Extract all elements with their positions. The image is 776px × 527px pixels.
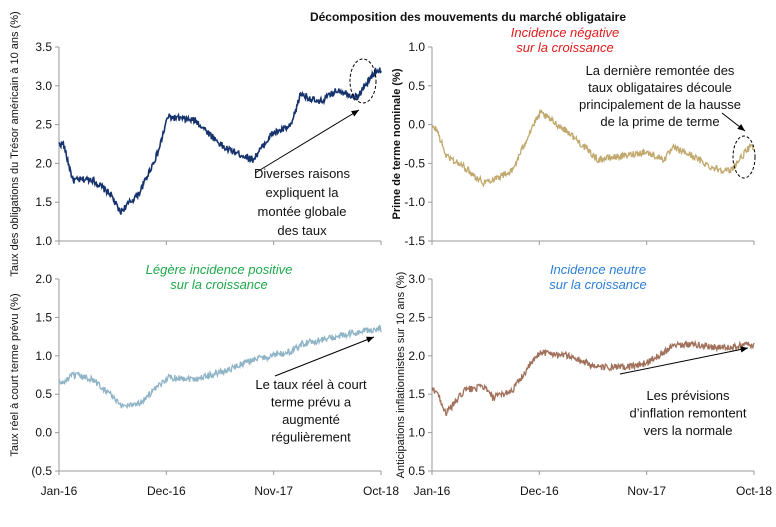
highlight-ellipse bbox=[732, 135, 756, 179]
y-tick-label: 1.5 bbox=[408, 387, 425, 401]
y-tick-label: 0.5 bbox=[35, 387, 52, 401]
annotation-text: régulièrement bbox=[271, 430, 351, 445]
y-tick-label: (0.5 bbox=[31, 464, 52, 478]
annotation-text: augmenté bbox=[282, 412, 340, 427]
x-tick-label: Dec-16 bbox=[520, 484, 559, 498]
x-tick-label: Jan-16 bbox=[414, 484, 451, 498]
annotation-arrowhead bbox=[737, 124, 745, 131]
y-tick-label: 2.0 bbox=[35, 156, 52, 170]
panel-subtitle: sur la croissance bbox=[516, 40, 614, 55]
y-tick-label: 2.5 bbox=[35, 118, 52, 132]
series-line-term_premium bbox=[431, 108, 755, 188]
y-tick-label: 1.0 bbox=[35, 349, 52, 363]
annotation-text: de la prime de terme bbox=[600, 114, 719, 129]
y-tick-label: 2.0 bbox=[408, 349, 425, 363]
y-tick-label: 3.5 bbox=[35, 40, 52, 54]
annotation-text: montée globale bbox=[258, 204, 347, 219]
y-tick-label: 1.0 bbox=[35, 234, 52, 248]
annotation-text: des taux bbox=[277, 223, 327, 238]
x-tick-label: Oct-18 bbox=[736, 484, 772, 498]
panel-term_premium: -1.5 -1.0 -0.5 0.0 0.5 1.0 Prime de terme nomi… bbox=[391, 25, 756, 248]
panel-subtitle: Incidence neutre bbox=[550, 262, 646, 277]
panel-subtitle: sur la croissance bbox=[549, 277, 647, 292]
y-tick-label: -0.5 bbox=[404, 156, 425, 170]
annotation-text: Les prévisions bbox=[646, 388, 730, 403]
annotation-text: vers la normale bbox=[644, 423, 733, 438]
annotation-text: La dernière remontée des bbox=[586, 63, 735, 78]
annotation-text: principalement de la hausse bbox=[579, 97, 741, 112]
annotation-text: expliquent la bbox=[266, 185, 340, 200]
y-tick-label: 0.5 bbox=[408, 79, 425, 93]
annotation-text: taux obligataires découle bbox=[588, 80, 732, 95]
y-tick-label: -1.5 bbox=[404, 234, 425, 248]
x-tick-label: Nov-17 bbox=[254, 484, 293, 498]
annotation-arrowhead bbox=[740, 346, 748, 353]
y-tick-label: 1.0 bbox=[408, 40, 425, 54]
annotation-arrow-line bbox=[254, 109, 360, 174]
panel-treasury: 1.0 1.5 2.0 2.5 3.0 3.5 Taux des obligations d… bbox=[9, 11, 382, 277]
annotation-arrowhead bbox=[366, 336, 374, 343]
panel-real_rate: (0.5 0.0 0.5 1.0 1.5 2.0 Jan-16 Dec-16 Nov-17 Oct… bbox=[9, 262, 399, 498]
x-tick-label: Nov-17 bbox=[627, 484, 666, 498]
annotation-text: Le taux réel à court bbox=[255, 377, 367, 392]
y-tick-label: 3.0 bbox=[408, 272, 425, 286]
y-axis-label: Taux réel à court terme prévu (%) bbox=[9, 293, 21, 456]
annotation-arrowhead bbox=[351, 110, 359, 117]
panel-subtitle: Incidence négative bbox=[511, 25, 619, 40]
panel-inflation: 0.5 1.0 1.5 2.0 2.5 3.0 Jan-16 Dec-16 Nov-17 Oct-… bbox=[395, 262, 772, 498]
panel-subtitle: sur la croissance bbox=[170, 277, 268, 292]
x-tick-label: Jan-16 bbox=[41, 484, 78, 498]
y-tick-label: 0.0 bbox=[35, 426, 52, 440]
x-tick-label: Oct-18 bbox=[363, 484, 399, 498]
annotation-arrow-line bbox=[274, 336, 375, 377]
series-line-real_rate bbox=[58, 323, 382, 410]
annotation-text: d’inflation remontent bbox=[629, 406, 746, 421]
y-tick-label: -1.0 bbox=[404, 195, 425, 209]
figure-title: Décomposition des mouvements du marché o… bbox=[310, 10, 626, 24]
y-axis-label: Anticipations inflationnistes sur 10 ans… bbox=[395, 272, 407, 479]
y-tick-label: 3.0 bbox=[35, 79, 52, 93]
y-tick-label: 1.5 bbox=[35, 195, 52, 209]
highlight-ellipse bbox=[349, 58, 377, 104]
x-tick-label: Dec-16 bbox=[147, 484, 186, 498]
annotation-text: Diverses raisons bbox=[254, 166, 351, 181]
annotation-text: terme prévu a bbox=[271, 395, 352, 410]
y-axis-label: Taux des obligations du Trésor américain… bbox=[9, 11, 21, 276]
y-tick-label: 0.0 bbox=[408, 118, 425, 132]
y-tick-label: 1.5 bbox=[35, 310, 52, 324]
series-line-inflation bbox=[431, 339, 755, 417]
y-tick-label: 0.5 bbox=[408, 464, 425, 478]
y-tick-label: 2.0 bbox=[35, 272, 52, 286]
annotation-arrow-line bbox=[619, 347, 749, 375]
series-line-treasury bbox=[58, 67, 382, 215]
y-tick-label: 2.5 bbox=[408, 310, 425, 324]
y-axis-label: Prime de terme nominale (%) bbox=[391, 68, 403, 219]
y-tick-label: 1.0 bbox=[408, 426, 425, 440]
panel-subtitle: Légère incidence positive bbox=[146, 262, 293, 277]
